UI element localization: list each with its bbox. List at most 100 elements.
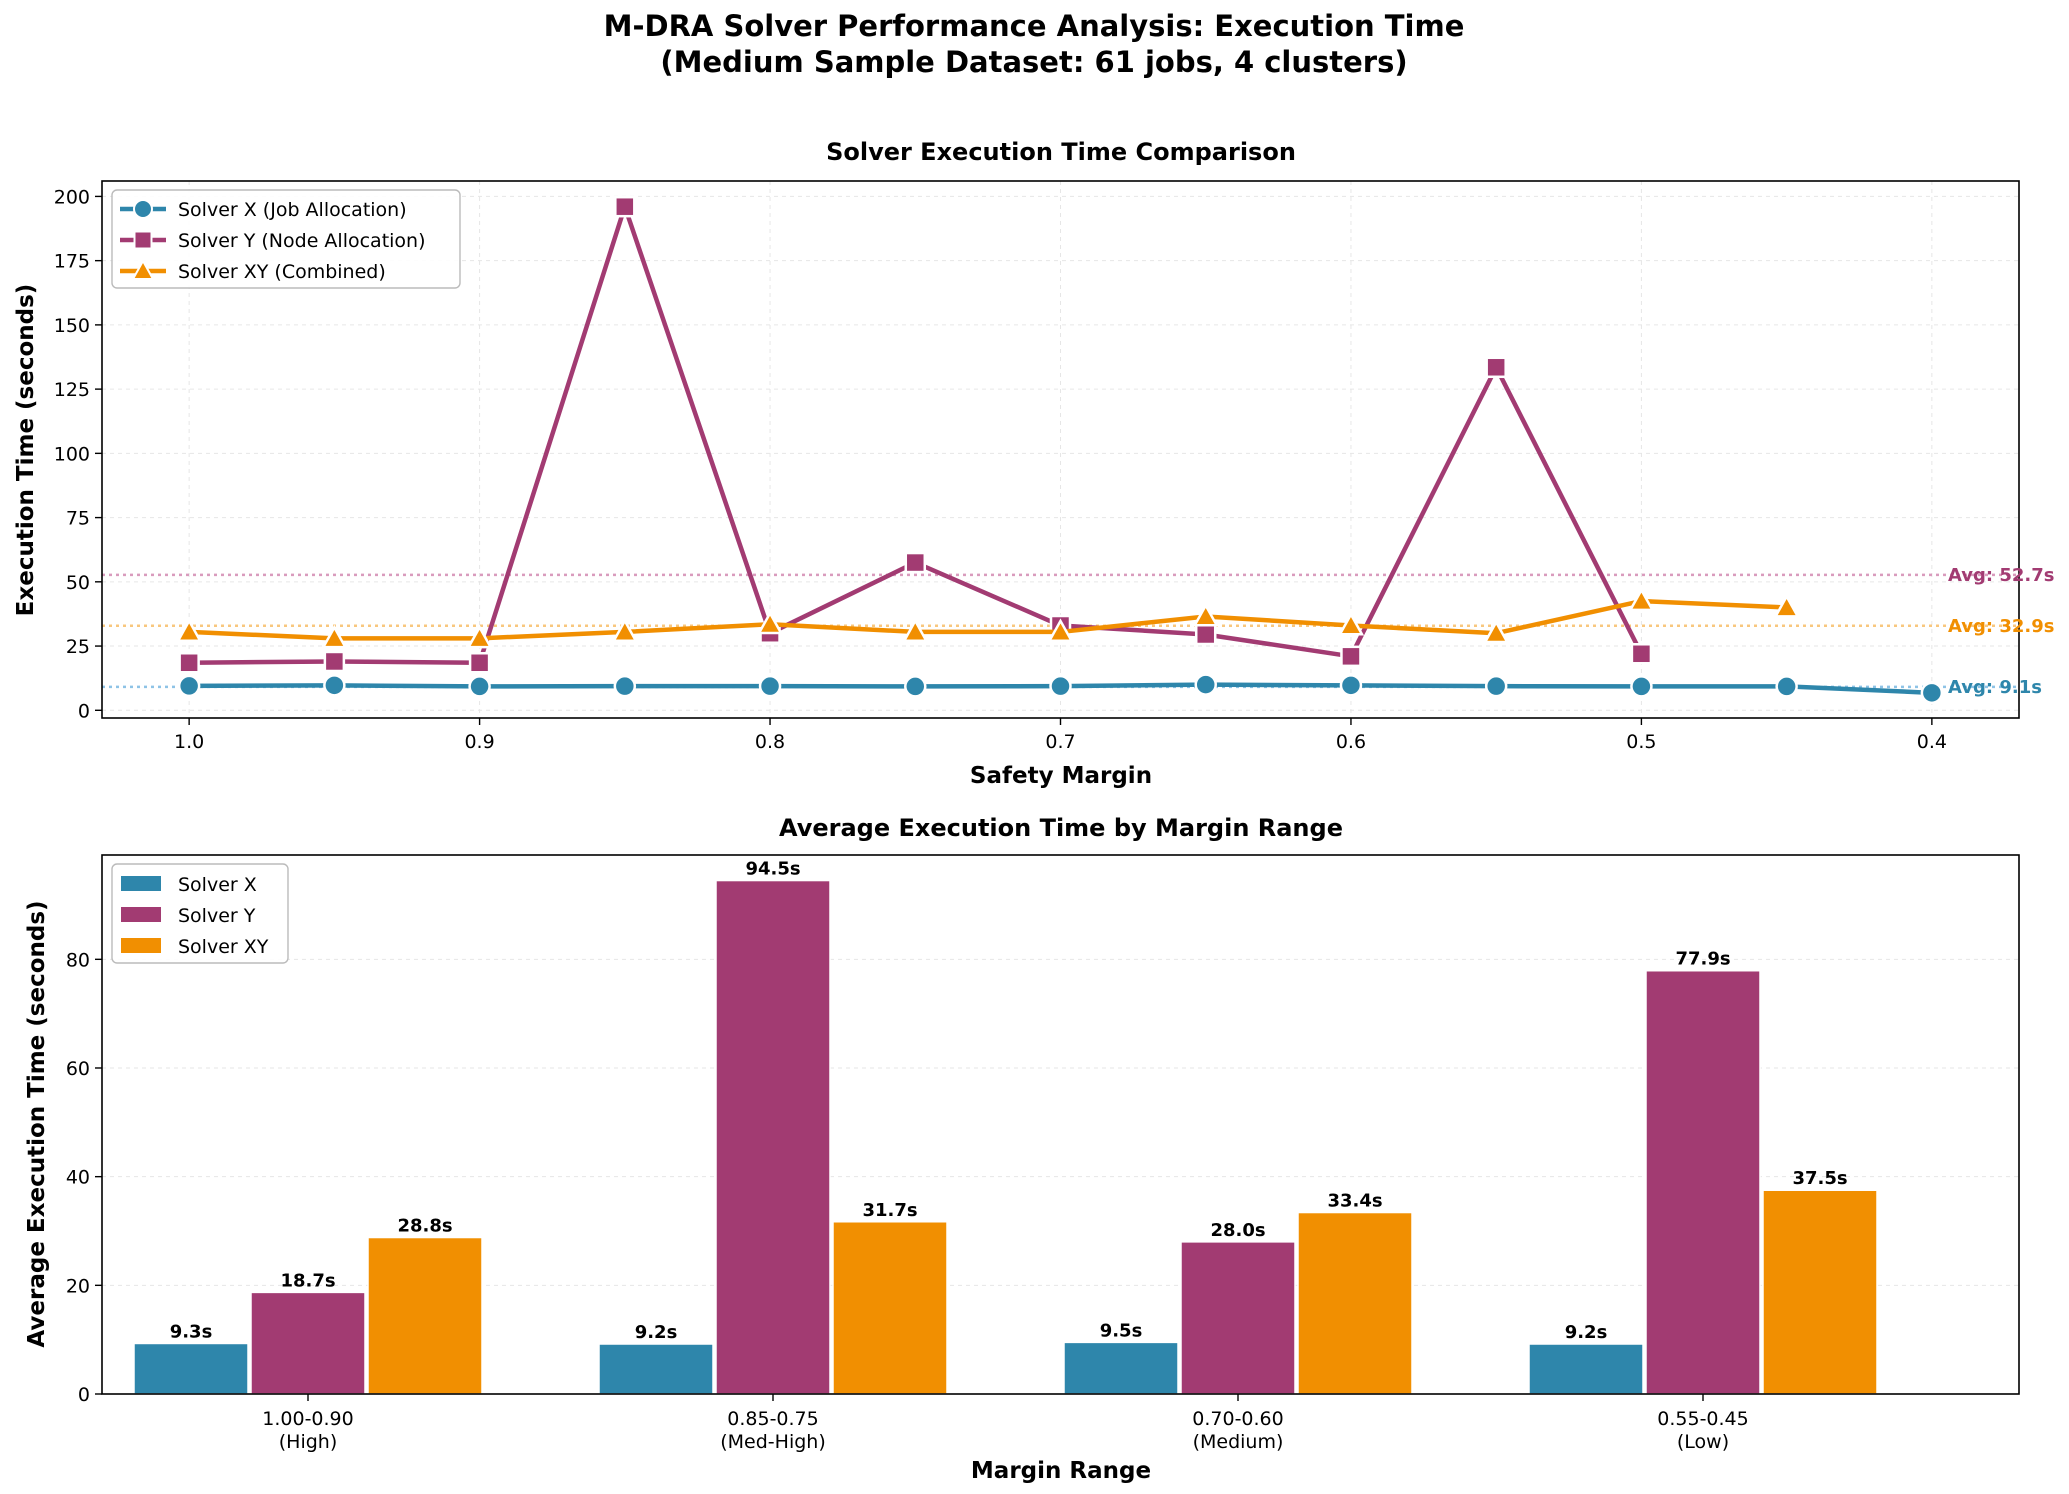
line-chart-point-square xyxy=(904,551,927,574)
line-chart-point-triangle xyxy=(611,618,638,642)
line-chart-y-tick-label: 175 xyxy=(54,251,90,273)
line-chart-x-tick-label: 0.6 xyxy=(1336,731,1366,753)
bar-chart-bar xyxy=(1528,1343,1644,1395)
line-chart-y-tick-label: 125 xyxy=(54,379,90,401)
bar-chart-data-label: 77.9s xyxy=(1675,949,1730,970)
bar-chart-x-tick-label: 0.55-0.45 xyxy=(1657,1408,1748,1430)
line-chart-y-ticks: 0 25 50 75 100 125 150 175 200 xyxy=(54,186,102,722)
line-chart-title: Solver Execution Time Comparison xyxy=(826,138,1296,166)
figure-title-line2: (Medium Sample Dataset: 61 jobs, 4 clust… xyxy=(660,45,1407,79)
line-chart-legend-label: Solver XY (Combined) xyxy=(178,261,386,283)
bar-chart-y-tick-label: 80 xyxy=(66,949,90,971)
line-chart-point-square xyxy=(1340,645,1362,668)
line-chart-point-circle xyxy=(1484,674,1508,698)
line-chart-point-triangle xyxy=(1628,587,1655,612)
line-chart-average-label: Avg: 32.9s xyxy=(1948,616,2055,637)
line-chart-point-triangle xyxy=(321,624,348,649)
line-chart-legend-label: Solver Y (Node Allocation) xyxy=(178,230,426,252)
line-chart-point-triangle xyxy=(1337,611,1365,636)
bar-chart-bar xyxy=(832,1221,948,1395)
line-chart-point-circle xyxy=(1920,681,1944,705)
bar-chart-y-tick-label: 20 xyxy=(66,1275,90,1297)
line-chart-y-tick-label: 25 xyxy=(66,636,90,658)
bar-chart-x-ticks: 1.00-0.90(High) 0.85-0.75(Med-High) 0.70-0… xyxy=(262,1394,1749,1453)
line-chart-point-triangle xyxy=(1483,619,1510,644)
line-chart-y-tick-label: 200 xyxy=(54,186,90,208)
line-chart-x-tick-label: 1.0 xyxy=(174,731,204,753)
bar-chart-plot-frame xyxy=(101,854,2020,1395)
line-chart-legend-marker xyxy=(131,258,155,280)
line-chart-point-triangle xyxy=(176,618,203,642)
bar-chart-y-ticks: 0 20 40 60 80 xyxy=(66,949,102,1406)
bar-chart-x-tick-label: 1.00-0.90 xyxy=(262,1408,353,1430)
bar-chart-legend: Solver X Solver Y Solver XY xyxy=(111,863,289,964)
line-chart-x-tick-label: 0.8 xyxy=(755,731,785,753)
line-chart-legend-frame xyxy=(111,189,461,289)
bar-chart-bar xyxy=(598,1343,714,1395)
bar-chart-bar xyxy=(1297,1211,1413,1395)
line-chart-point-circle xyxy=(323,674,346,697)
line-chart-x-tick-label: 0.5 xyxy=(1626,731,1656,753)
line-chart-x-tick-label: 0.9 xyxy=(464,731,494,753)
line-chart-point-square xyxy=(614,195,636,218)
figure-title-line1: M-DRA Solver Performance Analysis: Execu… xyxy=(604,9,1465,43)
bar-chart-bar xyxy=(1645,969,1761,1395)
bar-chart-bars: 9.3s 18.7s 28.8s 9.2s 94.5s 31.7s 9.5s 28.0s 33.… xyxy=(133,859,1878,1395)
line-chart-legend-label: Solver X (Job Allocation) xyxy=(178,199,407,221)
line-chart-point-square xyxy=(323,650,346,673)
bar-chart-x-tick-sublabel: (Medium) xyxy=(1193,1431,1284,1453)
bar-chart-legend-label: Solver Y xyxy=(178,905,256,927)
line-chart-y-tick-label: 0 xyxy=(78,700,90,722)
line-chart-point-triangle xyxy=(756,610,784,635)
line-chart-point-circle xyxy=(758,674,782,698)
line-chart-legend-marker xyxy=(133,199,153,219)
bar-chart-data-label: 9.2s xyxy=(1565,1322,1608,1343)
bar-chart-bar xyxy=(250,1291,366,1395)
line-chart-average-label: Avg: 9.1s xyxy=(1948,677,2042,698)
bar-chart-title: Average Execution Time by Margin Range xyxy=(779,814,1343,842)
bar-chart-data-label: 18.7s xyxy=(280,1270,335,1291)
line-chart-point-square xyxy=(1485,356,1507,379)
line-chart-point-triangle xyxy=(1047,618,1074,642)
line-chart-point-triangle xyxy=(1192,602,1219,627)
line-chart-point-circle xyxy=(1049,674,1072,698)
bar-chart-x-tick-label: 0.70-0.60 xyxy=(1192,1408,1283,1430)
bar-chart-data-label: 33.4s xyxy=(1327,1191,1382,1212)
line-chart-x-axis-label: Safety Margin xyxy=(970,763,1152,789)
line-chart-point-circle xyxy=(177,674,201,698)
line-chart-y-tick-label: 150 xyxy=(54,315,90,337)
bar-chart-bar xyxy=(367,1236,483,1395)
line-chart-point-triangle xyxy=(902,618,929,642)
bar-chart-data-label: 9.5s xyxy=(1100,1320,1143,1341)
line-chart-y-tick-label: 50 xyxy=(66,572,90,594)
bar-chart-bar xyxy=(1762,1189,1878,1395)
line-chart-point-circle xyxy=(1194,673,1217,696)
line-chart-point-square xyxy=(468,652,491,674)
line-chart-average-label: Avg: 52.7s xyxy=(1948,565,2055,586)
line-chart-point-square xyxy=(178,652,200,674)
bar-chart-bar xyxy=(1180,1241,1296,1395)
bar-chart-data-label: 9.3s xyxy=(170,1321,213,1342)
line-chart-x-tick-label: 0.7 xyxy=(1045,731,1075,753)
bar-chart-data-label: 37.5s xyxy=(1792,1168,1847,1189)
line-chart-point-square xyxy=(1630,643,1653,665)
line-chart-point-circle xyxy=(468,675,491,698)
bar-chart-legend-swatch xyxy=(121,876,161,891)
line-chart-series-line xyxy=(189,598,1787,641)
bar-chart-bar xyxy=(715,879,831,1395)
line-chart-x-ticks: 1.0 0.9 0.8 0.7 0.6 0.5 0.4 xyxy=(174,718,1947,753)
line-chart-series xyxy=(176,195,1944,705)
line-chart-point-triangle xyxy=(466,624,493,649)
bar-chart-legend-label: Solver X xyxy=(178,874,257,896)
bar-chart-legend-swatch xyxy=(121,938,161,953)
line-chart-x-tick-label: 0.4 xyxy=(1917,731,1947,753)
bar-chart-x-tick-sublabel: (Low) xyxy=(1677,1431,1729,1453)
bar-chart-data-label: 28.0s xyxy=(1210,1220,1265,1241)
bar-chart-data-label: 31.7s xyxy=(862,1200,917,1221)
line-chart-point-circle xyxy=(1630,675,1653,698)
line-chart-point-circle xyxy=(1339,674,1363,697)
bar-chart-bar xyxy=(133,1342,249,1395)
bar-chart-legend-swatch xyxy=(121,907,161,922)
line-chart-legend-marker xyxy=(133,230,153,250)
